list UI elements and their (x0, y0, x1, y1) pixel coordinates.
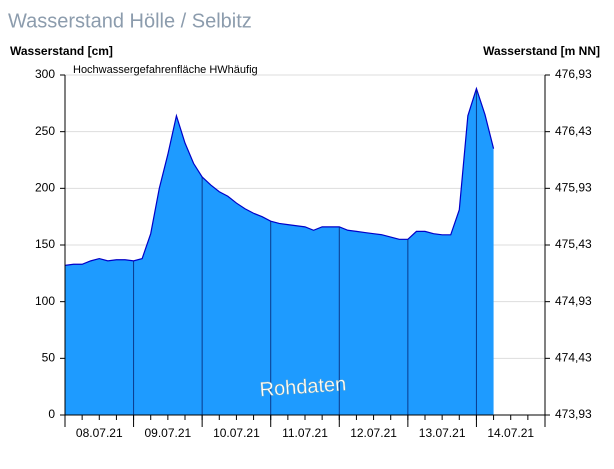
y2-tick-label: 474,93 (555, 294, 592, 308)
y2-tick-label: 475,93 (555, 181, 592, 195)
y-tick-label: 150 (35, 237, 55, 251)
y-tick-label: 200 (35, 181, 55, 195)
y-tick-label: 250 (35, 124, 55, 138)
y2-axis-label: Wasserstand [m NN] (483, 44, 600, 58)
x-tick-label: 11.07.21 (282, 426, 328, 440)
annotation: Hochwassergefahrenfläche HWhäufig (73, 64, 258, 76)
area (65, 88, 494, 415)
y-axis-label: Wasserstand [cm] (10, 44, 113, 58)
y-tick-label: 50 (42, 351, 56, 365)
x-tick-label: 08.07.21 (76, 426, 123, 440)
chart-title: Wasserstand Hölle / Selbitz (8, 10, 252, 32)
x-tick-label: 14.07.21 (487, 426, 534, 440)
y2-tick-label: 473,93 (555, 407, 592, 421)
x-tick-label: 09.07.21 (144, 426, 191, 440)
line (64, 86, 495, 266)
y-tick-label: 100 (35, 294, 55, 308)
x-tick-label: 10.07.21 (213, 426, 260, 440)
y2-tick-label: 476,43 (555, 124, 592, 138)
x-tick-label: 13.07.21 (419, 426, 466, 440)
y2-tick-label: 475,43 (555, 237, 592, 251)
y2-tick-label: 476,93 (555, 67, 592, 81)
y2-tick-label: 474,43 (555, 351, 592, 365)
x-tick-label: 12.07.21 (350, 426, 397, 440)
y-tick-label: 0 (48, 407, 55, 421)
y-tick-label: 300 (35, 67, 55, 81)
